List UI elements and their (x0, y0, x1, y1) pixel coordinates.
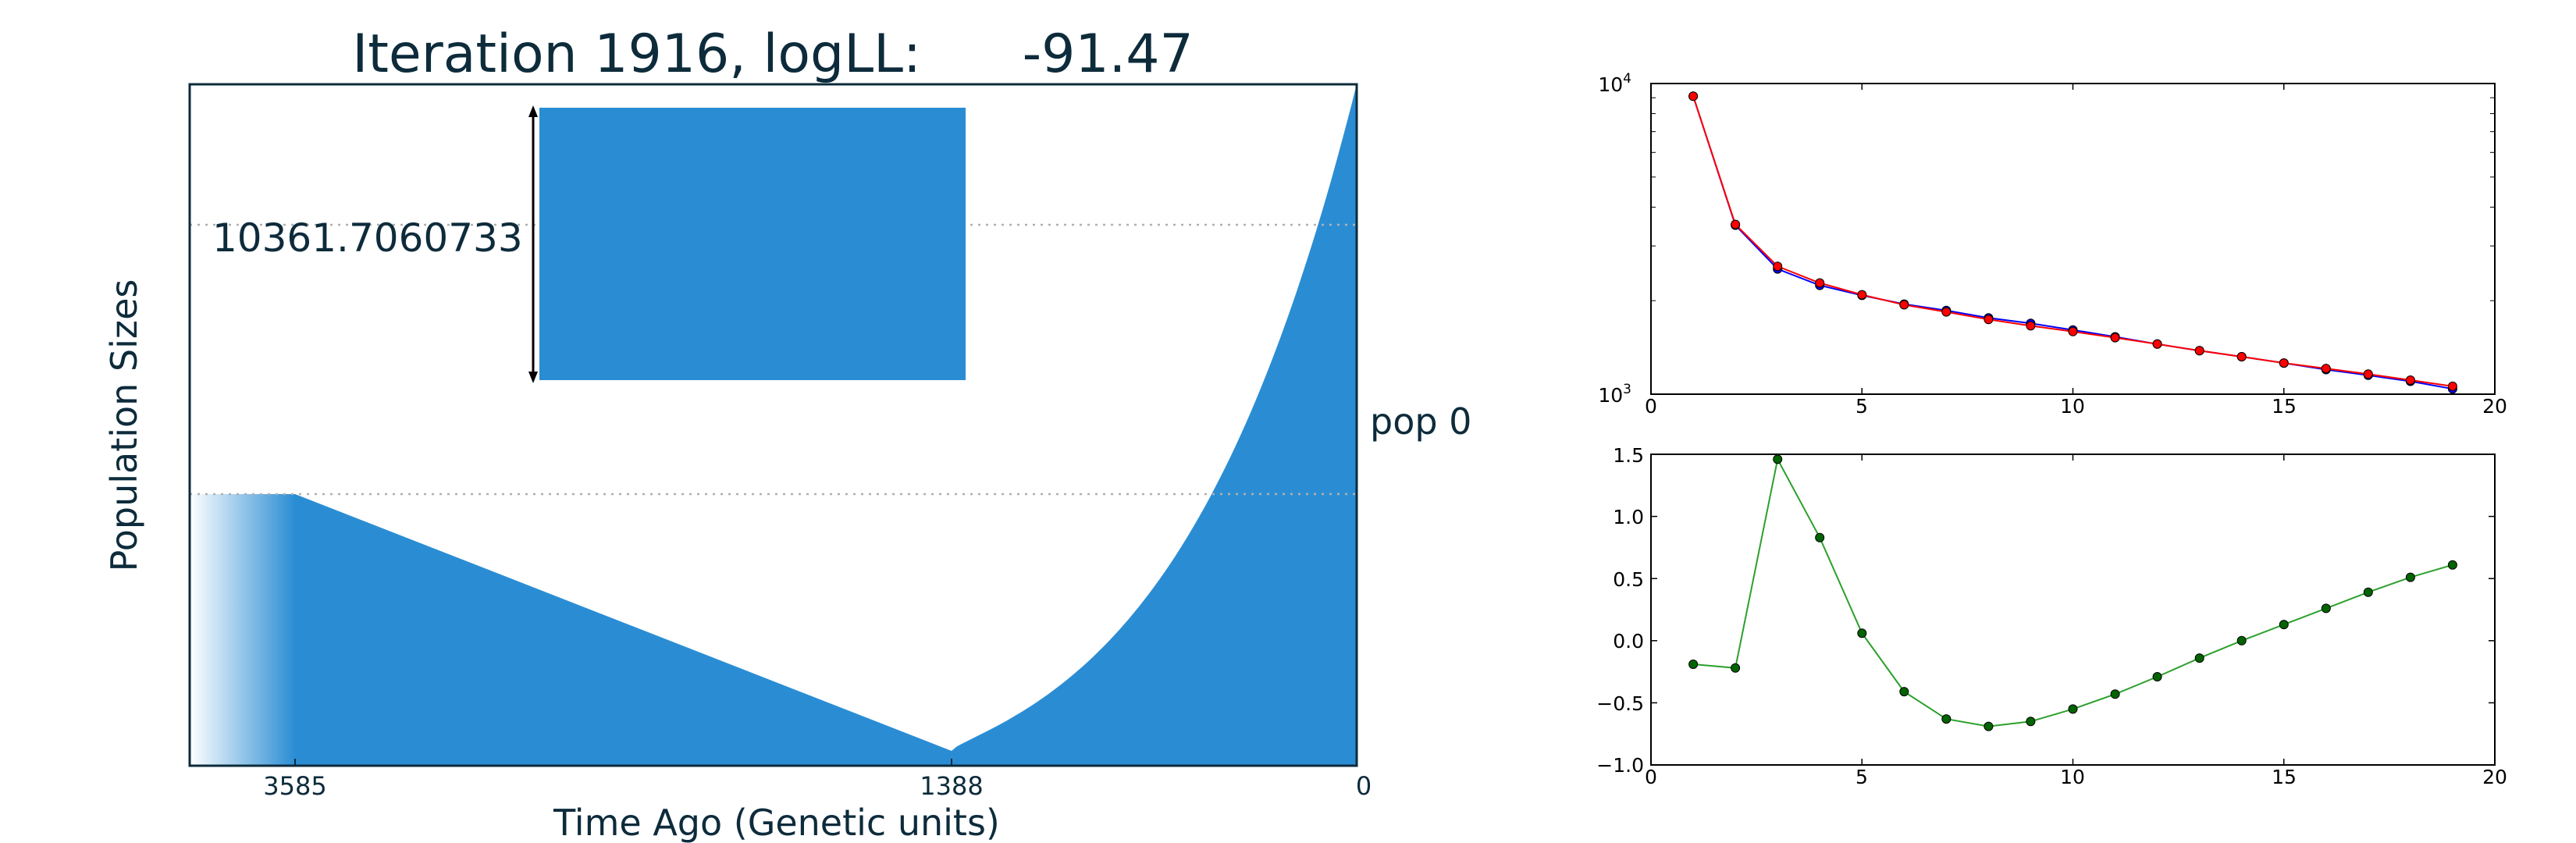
bottom-y-tick-label: −0.5 (1596, 692, 1644, 715)
top-series-point-1 (1857, 290, 1867, 300)
bottom-series-point (2405, 572, 2415, 582)
main-x-axis-label: Time Ago (Genetic units) (553, 802, 1000, 843)
top-x-tick-label: 20 (2482, 395, 2507, 418)
population-shapes (190, 84, 1357, 766)
bottom-y-tick-labels: −1.0 −0.5 0.0 0.5 1.0 1.5 (1596, 444, 1644, 777)
main-x-tick-label: 1388 (920, 771, 983, 801)
bottom-series-point (1773, 454, 1783, 464)
exponential-epoch-shape (952, 84, 1357, 766)
top-x-tick-label: 10 (2060, 395, 2085, 418)
bottom-x-tick-label: 20 (2482, 766, 2507, 788)
bottom-y-tick-label: 1.5 (1613, 444, 1644, 467)
main-x-tick-label: 0 (1356, 771, 1372, 801)
bottom-series-point (2152, 672, 2162, 681)
bottom-series-point (2110, 689, 2120, 699)
top-x-tick-label: 5 (1856, 395, 1868, 418)
bottom-series-point (1731, 663, 1741, 673)
bottom-series-point (2068, 704, 2078, 714)
bottom-series-point (1688, 660, 1699, 669)
series-label-pop0: pop 0 (1370, 400, 1471, 443)
top-series-point-1 (2236, 352, 2247, 361)
top-x-tick-label: 15 (2272, 395, 2297, 418)
bottom-series-group (1688, 454, 2457, 731)
bottom-y-tick-label: 0.5 (1613, 568, 1644, 591)
top-series-group (1688, 91, 2457, 394)
bottom-y-tick-label: 1.0 (1613, 506, 1644, 528)
top-series-point-1 (2321, 364, 2331, 374)
ancestral-epoch-shape (190, 494, 295, 766)
top-x-tick-label: 0 (1645, 395, 1657, 418)
bottom-axis-ticks (1650, 454, 2496, 766)
top-series-point-1 (1984, 315, 1994, 325)
bottom-x-tick-labels: 0 5 10 15 20 (1645, 766, 2507, 788)
main-plot-frame (188, 83, 1358, 767)
top-y-tick-label: 103 (1598, 382, 1631, 407)
bottom-x-tick-label: 15 (2272, 766, 2297, 788)
top-series-point-1 (2447, 381, 2457, 391)
scale-bar-box (539, 108, 966, 380)
main-x-ticks: 3585 1388 0 (263, 759, 1372, 801)
top-series-point-1 (2152, 339, 2162, 349)
bottom-series-point (1941, 714, 1952, 724)
demography-panel: Iteration 1916, logLL: -91.47 10361.7060… (103, 23, 1471, 843)
top-series-point-1 (2110, 333, 2120, 343)
top-series-point-1 (1899, 300, 1909, 310)
top-plot-frame (1650, 83, 2496, 395)
difference-panel: −1.0 −0.5 0.0 0.5 1.0 1.5 0 5 10 15 20 (1596, 444, 2507, 788)
bottom-series-point (2279, 620, 2289, 630)
size-comparison-panel: 103 104 0 5 10 15 20 (1598, 71, 2507, 418)
top-series-point-1 (2026, 321, 2036, 331)
scale-bar-label: 10361.7060733 (212, 215, 523, 261)
bottom-series-point (2363, 587, 2373, 597)
top-series-point-1 (2363, 369, 2373, 379)
scale-bar-arrow (528, 105, 538, 383)
bottom-series-point (2321, 603, 2331, 614)
main-y-axis-label: Population Sizes (103, 279, 145, 572)
bottom-series-point (1815, 532, 1825, 542)
bottom-x-tick-label: 5 (1856, 766, 1868, 788)
bottom-series-point (2026, 717, 2036, 727)
bottom-series-point (2447, 560, 2457, 570)
top-series-point-1 (2405, 375, 2415, 385)
bottom-series-point (2194, 653, 2204, 663)
top-y-tick-label: 104 (1598, 71, 1631, 96)
bottom-series-point (1857, 628, 1867, 638)
top-series-point-1 (1688, 91, 1699, 101)
top-series-point-1 (1941, 307, 1952, 317)
linear-epoch-shape (295, 494, 952, 766)
top-y-tick-labels: 103 104 (1598, 71, 1631, 407)
top-series-point-1 (2068, 326, 2078, 336)
bottom-y-tick-label: 0.0 (1613, 630, 1644, 653)
top-series-point-1 (1773, 261, 1783, 272)
top-series-point-1 (1731, 219, 1741, 229)
bottom-x-tick-label: 10 (2060, 766, 2085, 788)
top-series-point-1 (2194, 346, 2204, 356)
top-series-point-1 (1815, 278, 1825, 288)
main-title: Iteration 1916, logLL: -91.47 (352, 23, 1194, 85)
bottom-plot-frame (1650, 454, 2496, 766)
bottom-series-point (1899, 687, 1909, 697)
main-x-tick-label: 3585 (263, 771, 326, 801)
top-axis-ticks (1650, 83, 2496, 395)
top-x-tick-labels: 0 5 10 15 20 (1645, 395, 2507, 418)
top-series-point-1 (2279, 358, 2289, 368)
bottom-series-point (1984, 721, 1994, 731)
bottom-x-tick-label: 0 (1645, 766, 1657, 788)
bottom-y-tick-label: −1.0 (1596, 754, 1644, 777)
bottom-series-point (2236, 635, 2247, 646)
